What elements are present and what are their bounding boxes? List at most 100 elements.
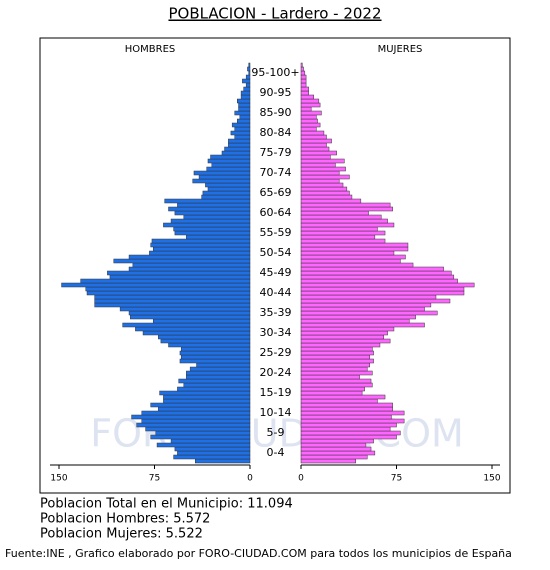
female-bar — [300, 118, 318, 124]
female-bar — [300, 318, 410, 324]
male-bar — [228, 138, 251, 144]
male-bar — [155, 430, 251, 436]
female-bar — [300, 154, 331, 160]
female-bar — [300, 202, 391, 208]
male-bar — [240, 90, 251, 96]
male-bar — [152, 246, 251, 252]
female-bar — [300, 254, 406, 260]
female-bar — [300, 418, 405, 424]
male-bar — [94, 302, 251, 308]
female-bar — [300, 158, 345, 164]
female-bar — [300, 446, 372, 452]
female-bar — [300, 398, 378, 404]
male-bar — [240, 94, 251, 100]
x-tick-label: 75 — [391, 474, 402, 484]
female-bar — [300, 86, 309, 92]
female-bar — [300, 70, 306, 76]
male-bar — [177, 202, 251, 208]
female-bar — [300, 426, 391, 432]
male-bar — [183, 214, 251, 220]
male-bar — [131, 414, 251, 420]
female-bar — [300, 406, 393, 412]
male-bar — [239, 114, 251, 120]
male-bar — [192, 178, 251, 184]
male-bar — [61, 282, 251, 288]
male-bar — [128, 310, 251, 316]
female-bar — [300, 150, 337, 156]
male-bar — [242, 78, 251, 84]
male-bar — [224, 146, 251, 152]
male-bar — [243, 86, 251, 92]
female-bar — [300, 278, 458, 284]
male-bar — [168, 206, 251, 212]
female-bar — [300, 382, 373, 388]
female-bar — [300, 62, 303, 68]
female-bar — [300, 346, 373, 352]
male-bar — [238, 102, 251, 108]
male-bar — [156, 442, 251, 448]
age-label: 85-90 — [260, 106, 292, 119]
male-bar — [159, 390, 251, 396]
male-bar — [85, 286, 251, 292]
female-bar — [300, 338, 391, 344]
male-bar — [80, 278, 251, 284]
male-bar — [228, 142, 251, 148]
female-bar — [300, 326, 395, 332]
male-bar — [150, 434, 251, 440]
x-tick-label: 75 — [149, 474, 160, 484]
male-bar — [119, 306, 251, 312]
male-bar — [180, 346, 251, 352]
female-bar — [300, 146, 330, 152]
age-label: 65-69 — [260, 186, 292, 199]
female-bar — [300, 330, 388, 336]
male-bar — [170, 438, 251, 444]
female-bar — [300, 450, 376, 456]
female-bar — [300, 294, 437, 300]
female-bar — [300, 218, 388, 224]
male-bar — [174, 446, 251, 452]
male-bar — [150, 402, 251, 408]
female-bar — [300, 178, 340, 184]
female-bar — [300, 282, 475, 288]
male-bar — [94, 294, 251, 300]
female-bar — [300, 106, 312, 112]
male-bar — [109, 274, 251, 280]
age-label: 55-59 — [260, 226, 292, 239]
male-bar — [230, 130, 251, 136]
female-bar — [300, 334, 385, 340]
age-label: 30-34 — [260, 326, 292, 339]
female-bar — [300, 302, 432, 308]
female-bar — [300, 390, 363, 396]
male-bar — [163, 398, 251, 404]
male-bar — [207, 186, 251, 192]
male-bar — [149, 250, 251, 256]
x-tick-label: 150 — [50, 474, 67, 484]
male-bar — [234, 126, 251, 132]
female-bar — [300, 98, 320, 104]
male-bar — [186, 370, 251, 376]
male-bar — [237, 98, 251, 104]
male-bar — [205, 182, 251, 188]
male-bar — [248, 62, 251, 68]
male-bar — [150, 242, 251, 248]
female-bar — [300, 194, 353, 200]
female-bar — [300, 350, 374, 356]
female-bar — [300, 182, 344, 188]
female-bar — [300, 206, 393, 212]
male-bar — [186, 234, 251, 240]
male-bar — [177, 386, 251, 392]
female-bar — [300, 210, 369, 216]
female-bar — [300, 122, 321, 128]
female-bar — [300, 78, 307, 84]
male-bar — [174, 210, 251, 216]
female-bar — [300, 378, 372, 384]
male-bar — [183, 382, 251, 388]
female-bar — [300, 306, 425, 312]
male-bar — [210, 154, 251, 160]
male-bar — [196, 362, 251, 368]
male-bar — [173, 454, 251, 460]
male-bar — [194, 458, 251, 464]
male-bar — [231, 122, 251, 128]
male-bar — [151, 238, 251, 244]
male-bar — [163, 394, 251, 400]
